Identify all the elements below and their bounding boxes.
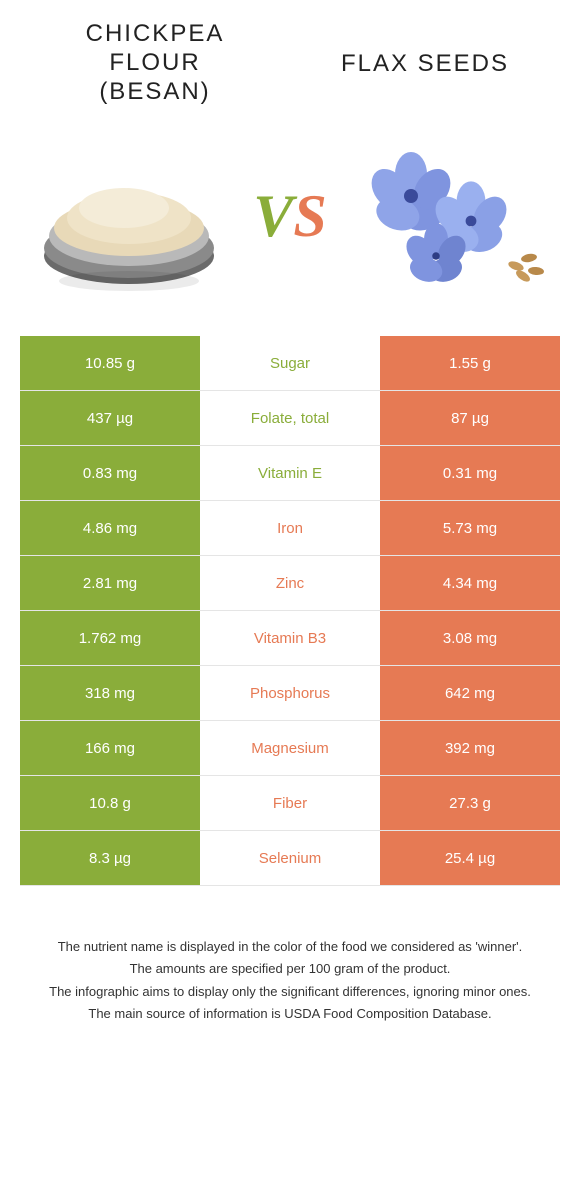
left-value: 10.85 g bbox=[20, 336, 200, 391]
bowl-of-flour-icon bbox=[29, 136, 229, 296]
header: CHICKPEA FLOUR (BESAN) FLAX SEEDS bbox=[0, 0, 580, 116]
left-value: 8.3 µg bbox=[20, 831, 200, 886]
nutrient-label: Sugar bbox=[200, 336, 380, 391]
nutrient-label: Vitamin E bbox=[200, 446, 380, 501]
right-food-image bbox=[343, 126, 560, 306]
left-value: 0.83 mg bbox=[20, 446, 200, 501]
right-title-col: FLAX SEEDS bbox=[290, 20, 560, 79]
nutrient-label: Folate, total bbox=[200, 391, 380, 446]
footer-line: The amounts are specified per 100 gram o… bbox=[20, 958, 560, 980]
hero-row: VS bbox=[0, 116, 580, 336]
table-row: 10.8 gFiber27.3 g bbox=[20, 776, 560, 831]
left-value: 318 mg bbox=[20, 666, 200, 721]
right-value: 642 mg bbox=[380, 666, 560, 721]
left-title-col: CHICKPEA FLOUR (BESAN) bbox=[20, 20, 290, 106]
nutrient-label: Magnesium bbox=[200, 721, 380, 776]
table-row: 4.86 mgIron5.73 mg bbox=[20, 501, 560, 556]
right-food-title: FLAX SEEDS bbox=[290, 20, 560, 79]
vs-s: S bbox=[293, 183, 326, 249]
table-row: 318 mgPhosphorus642 mg bbox=[20, 666, 560, 721]
table-row: 10.85 gSugar1.55 g bbox=[20, 336, 560, 391]
nutrient-label: Phosphorus bbox=[200, 666, 380, 721]
nutrient-label: Zinc bbox=[200, 556, 380, 611]
left-value: 10.8 g bbox=[20, 776, 200, 831]
left-value: 166 mg bbox=[20, 721, 200, 776]
left-food-image bbox=[20, 126, 237, 306]
right-value: 27.3 g bbox=[380, 776, 560, 831]
left-value: 1.762 mg bbox=[20, 611, 200, 666]
right-value: 5.73 mg bbox=[380, 501, 560, 556]
table-row: 0.83 mgVitamin E0.31 mg bbox=[20, 446, 560, 501]
nutrient-label: Iron bbox=[200, 501, 380, 556]
right-value: 87 µg bbox=[380, 391, 560, 446]
table-row: 2.81 mgZinc4.34 mg bbox=[20, 556, 560, 611]
right-value: 0.31 mg bbox=[380, 446, 560, 501]
right-value: 1.55 g bbox=[380, 336, 560, 391]
nutrient-label: Selenium bbox=[200, 831, 380, 886]
left-food-title: CHICKPEA FLOUR (BESAN) bbox=[20, 20, 290, 106]
right-value: 25.4 µg bbox=[380, 831, 560, 886]
left-value: 437 µg bbox=[20, 391, 200, 446]
right-value: 392 mg bbox=[380, 721, 560, 776]
table-row: 166 mgMagnesium392 mg bbox=[20, 721, 560, 776]
flax-flowers-icon bbox=[351, 136, 551, 296]
nutrient-label: Fiber bbox=[200, 776, 380, 831]
nutrient-label: Vitamin B3 bbox=[200, 611, 380, 666]
left-value: 4.86 mg bbox=[20, 501, 200, 556]
right-value: 4.34 mg bbox=[380, 556, 560, 611]
footer-line: The nutrient name is displayed in the co… bbox=[20, 936, 560, 958]
table-row: 437 µgFolate, total87 µg bbox=[20, 391, 560, 446]
comparison-table: 10.85 gSugar1.55 g437 µgFolate, total87 … bbox=[20, 336, 560, 886]
vs-v: V bbox=[253, 183, 293, 249]
footer-line: The infographic aims to display only the… bbox=[20, 981, 560, 1003]
left-value: 2.81 mg bbox=[20, 556, 200, 611]
table-row: 1.762 mgVitamin B33.08 mg bbox=[20, 611, 560, 666]
right-value: 3.08 mg bbox=[380, 611, 560, 666]
footer-line: The main source of information is USDA F… bbox=[20, 1003, 560, 1025]
vs-label: VS bbox=[247, 186, 332, 246]
table-row: 8.3 µgSelenium25.4 µg bbox=[20, 831, 560, 886]
footer-notes: The nutrient name is displayed in the co… bbox=[20, 936, 560, 1024]
